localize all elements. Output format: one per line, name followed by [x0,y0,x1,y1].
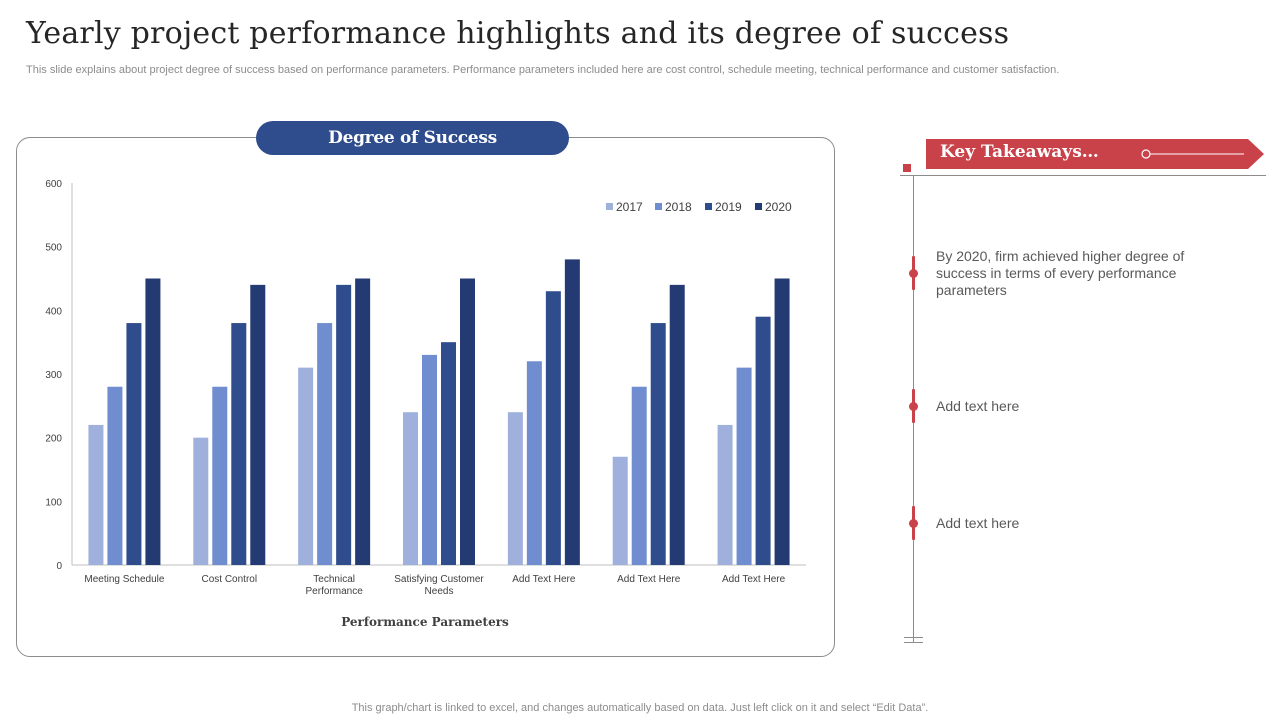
legend-swatch-2020 [755,203,762,210]
x-tick-label: Technical [313,574,355,585]
key-takeaways-heading: Key Takeaways… [940,142,1099,162]
timeline-marker-2 [909,389,918,423]
y-tick-label: 500 [45,243,62,254]
bar-2017-6 [612,456,628,565]
bar-2018-5 [526,361,542,565]
bar-2020-4 [460,278,475,565]
takeaways-square-marker [903,164,911,172]
bar-2018-7 [736,367,752,565]
legend-swatch-2017 [606,203,613,210]
legend-label-2017: 2017 [616,200,643,214]
x-tick-label: Satisfying Customer [394,574,484,585]
bar-2018-1 [107,386,123,565]
legend-label-2020: 2020 [765,200,792,214]
bar-2017-3 [298,367,314,565]
bar-2020-7 [774,278,790,565]
legend-label-2019: 2019 [715,200,742,214]
y-tick-label: 0 [56,561,62,572]
timeline-marker-3 [909,506,918,540]
bar-2017-5 [507,412,523,565]
takeaway-text-3: Add text here [936,515,1020,531]
x-tick-label: Meeting Schedule [84,574,164,585]
x-tick-label: Needs [425,586,454,597]
key-takeaways-banner: Key Takeaways… [926,139,1264,169]
legend-swatch-2018 [655,203,662,210]
takeaway-text-1: By 2020, firm achieved higher degree of … [936,248,1185,298]
bar-2018-6 [631,386,647,565]
bar-2017-7 [717,424,733,565]
bar-2020-6 [669,284,685,565]
legend-label-2018: 2018 [665,200,692,214]
bar-2020-2 [250,284,266,565]
y-tick-label: 100 [45,497,62,508]
bar-2020-3 [355,278,371,565]
takeaway-text-2: Add text here [936,398,1020,414]
x-tick-label: Add Text Here [722,574,786,585]
bar-2018-3 [317,323,333,565]
bar-2020-1 [145,278,161,565]
bar-2019-7 [755,316,771,565]
bar-2020-5 [564,259,580,565]
y-tick-label: 200 [45,434,62,445]
bar-2019-3 [336,284,352,565]
y-tick-label: 400 [45,306,62,317]
footer-note: This graph/chart is linked to excel, and… [351,702,929,714]
page-subtitle: This slide explains about project degree… [26,64,1060,76]
x-axis-title: Performance Parameters [341,615,509,629]
timeline-base [904,637,923,638]
timeline-marker-1 [909,256,918,290]
x-tick-label: Add Text Here [512,574,576,585]
bar-2017-1 [88,424,104,565]
page-title: Yearly project performance highlights an… [26,16,1010,51]
bar-2019-5 [545,291,561,565]
bar-2017-2 [193,437,209,565]
chart-title-pill: Degree of Success [256,121,569,155]
banner-arrow-shape [926,139,1264,169]
x-tick-label: Add Text Here [617,574,681,585]
timeline-base [904,642,923,643]
x-tick-label: Cost Control [201,574,257,585]
legend-swatch-2019 [705,203,712,210]
bar-2019-6 [650,323,666,565]
bar-2018-2 [212,386,228,565]
bar-2019-1 [126,323,142,565]
bar-2018-4 [422,354,437,565]
bar-2019-2 [231,323,247,565]
bar-2017-4 [403,412,418,565]
x-tick-label: Performance [306,586,364,597]
takeaways-divider [900,175,1266,176]
y-tick-label: 300 [45,370,62,381]
bar-2019-4 [441,342,456,565]
y-tick-label: 600 [45,179,62,190]
bar-chart[interactable]: 0 100 200 300 400 500 600 Meeting Schedule Cost … [0,0,840,660]
